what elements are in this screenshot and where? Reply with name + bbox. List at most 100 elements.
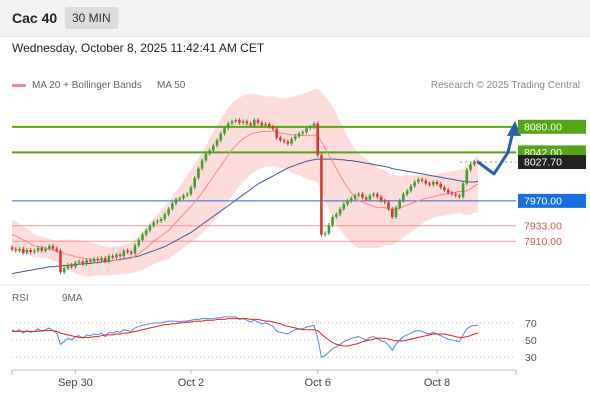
level-tag-text: 8027.70 <box>524 157 562 169</box>
candle-body <box>391 208 394 217</box>
candle-body <box>226 123 230 129</box>
ma20-line <box>11 130 479 262</box>
candle-body <box>33 250 36 252</box>
candle-body <box>115 254 118 258</box>
candle-body <box>282 140 286 142</box>
candle-body <box>253 120 256 126</box>
candle-body <box>219 133 223 141</box>
candle-body <box>353 195 357 199</box>
candle-body <box>432 182 435 185</box>
level-tag-text: 8080.00 <box>524 121 562 133</box>
level-tag-8080-00: 8080.00 <box>518 119 586 134</box>
candle-body <box>267 124 271 127</box>
ma50-label: MA 50 <box>157 80 186 91</box>
level-tag-bg <box>518 155 586 170</box>
candle-body <box>29 250 32 252</box>
rsi-tick-label: 30 <box>525 352 537 364</box>
candle-body <box>204 153 208 161</box>
candle-body <box>107 256 111 262</box>
candle-body <box>51 246 55 249</box>
forecast-arrow <box>477 126 516 176</box>
candle-body <box>118 254 122 256</box>
candle-body <box>256 120 260 123</box>
candle-body <box>81 261 85 265</box>
rsi-label: RSI <box>12 293 29 304</box>
rsi-ma-label: 9MA <box>62 293 83 304</box>
level-tag-bg <box>518 193 586 208</box>
candle-body <box>156 221 159 223</box>
candle-body <box>308 126 312 129</box>
candle-body <box>428 183 431 185</box>
candle-body <box>59 250 62 273</box>
candle-body <box>372 194 375 196</box>
candle-body <box>286 141 290 144</box>
candle-body <box>383 200 387 203</box>
candle-body <box>200 160 204 169</box>
candle-body <box>18 248 21 251</box>
candle-body <box>48 246 51 249</box>
level-tag-bg <box>518 119 586 134</box>
candle-body <box>245 121 249 124</box>
level-tag-7933-00: 7933.00 <box>524 220 562 232</box>
timeframe-button[interactable]: 30 MIN <box>65 7 118 29</box>
candle-body <box>174 199 178 204</box>
candle-body <box>320 155 323 235</box>
candle-body <box>141 234 144 240</box>
candle-body <box>394 207 398 217</box>
candle-body <box>364 197 368 200</box>
candle-body <box>197 168 200 178</box>
candle-body <box>212 145 215 151</box>
candle-body <box>85 260 88 265</box>
level-tag-7970-00: 7970.00 <box>518 193 586 208</box>
rsi-ma-line <box>12 318 479 347</box>
candle-body <box>376 194 379 197</box>
candle-body <box>346 200 349 205</box>
legend-rsi: RSI <box>12 293 29 304</box>
candle-body <box>305 128 308 133</box>
candle-body <box>405 190 409 195</box>
candle-body <box>182 195 185 199</box>
level-tag-7910-00: 7910.00 <box>524 236 562 248</box>
level-tag-8027-70: 8027.70 <box>518 155 586 170</box>
legend-rsi-ma: 9MA <box>62 293 83 304</box>
candle-body <box>249 123 252 126</box>
candle-body <box>241 121 245 123</box>
candle-body <box>70 264 73 267</box>
candle-body <box>446 190 450 193</box>
candle-body <box>301 132 305 134</box>
candle-body <box>357 194 360 196</box>
candle-body <box>469 164 472 170</box>
candle-body <box>148 225 152 231</box>
candle-body <box>103 258 107 262</box>
candle-body <box>238 120 241 123</box>
candle-body <box>62 268 66 273</box>
candle-body <box>96 258 99 261</box>
candle-body <box>349 198 353 201</box>
candle-body <box>402 194 405 201</box>
candle-body <box>316 123 319 156</box>
candle-body <box>21 248 25 253</box>
candle-body <box>275 128 278 138</box>
x-tick-label: Sep 30 <box>58 377 93 389</box>
candle-body <box>208 150 211 154</box>
symbol-title: Cac 40 <box>12 10 58 26</box>
candle-body <box>40 248 44 251</box>
candle-body <box>159 219 163 221</box>
x-tick-label: Oct 6 <box>305 377 331 389</box>
candle-body <box>297 133 301 137</box>
candle-body <box>290 138 293 144</box>
legend-ma50: MA 50 <box>157 80 185 91</box>
candle-body <box>342 204 346 209</box>
bollinger-band <box>12 88 478 277</box>
candle-body <box>260 122 264 126</box>
rsi-tick-label: 50 <box>525 335 537 347</box>
candle-body <box>271 126 275 129</box>
candle-body <box>55 248 58 251</box>
candle-body <box>473 161 476 165</box>
candle-body <box>420 179 424 181</box>
candle-body <box>185 194 189 196</box>
candle-body <box>398 200 401 208</box>
candle-body <box>44 248 47 251</box>
candle-body <box>361 194 364 198</box>
